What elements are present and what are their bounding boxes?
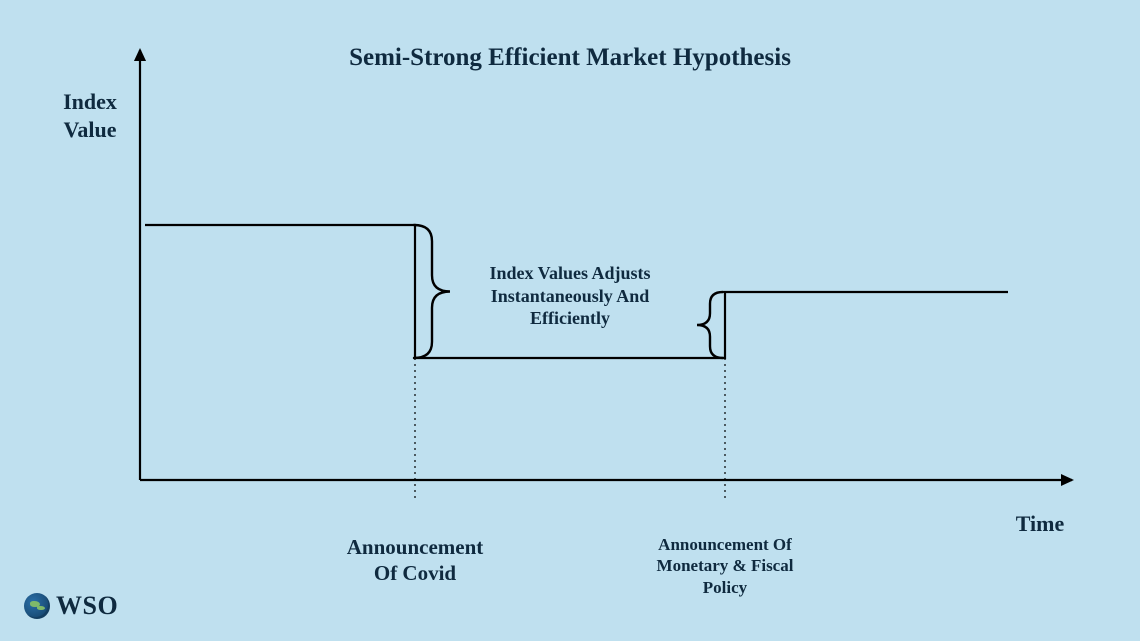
event-1-label: Announcement Of Covid <box>285 534 545 587</box>
x-axis-label: Time <box>980 510 1100 538</box>
chart-title: Semi-Strong Efficient Market Hypothesis <box>220 42 920 73</box>
globe-icon <box>24 593 50 619</box>
center-annotation: Index Values Adjusts Instantaneously And… <box>450 262 690 330</box>
event-2-label: Announcement Of Monetary & Fiscal Policy <box>595 534 855 598</box>
logo-text: WSO <box>56 591 118 621</box>
wso-logo: WSO <box>24 591 118 621</box>
y-axis-label: Index Value <box>30 88 150 143</box>
